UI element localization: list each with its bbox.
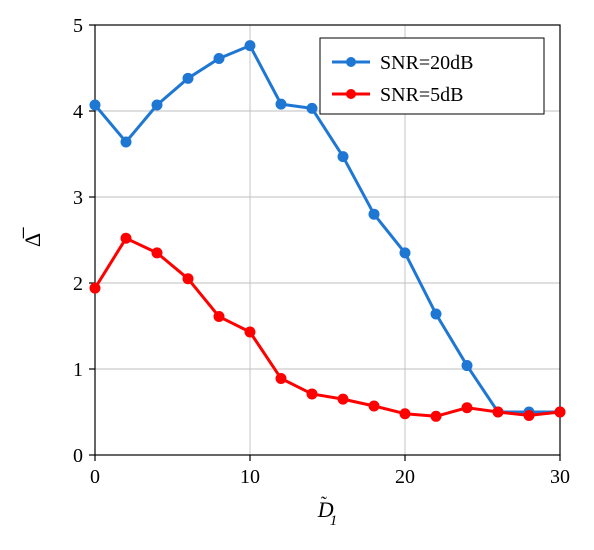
svg-text:0: 0 [73, 445, 83, 467]
svg-text:20: 20 [395, 466, 415, 488]
line-chart: 0102030012345D˜1Δ̅SNR=20dBSNR=5dB [0, 0, 594, 550]
svg-text:3: 3 [73, 187, 83, 209]
svg-text:10: 10 [240, 466, 260, 488]
svg-text:1: 1 [73, 359, 83, 381]
svg-text:30: 30 [550, 466, 570, 488]
svg-text:SNR=20dB: SNR=20dB [380, 52, 474, 74]
svg-text:2: 2 [73, 273, 83, 295]
svg-text:4: 4 [73, 101, 83, 123]
svg-text:5: 5 [73, 15, 83, 37]
chart-svg: 0102030012345D˜1Δ̅SNR=20dBSNR=5dB [0, 0, 594, 550]
svg-text:SNR=5dB: SNR=5dB [380, 84, 464, 106]
svg-text:0: 0 [90, 466, 100, 488]
